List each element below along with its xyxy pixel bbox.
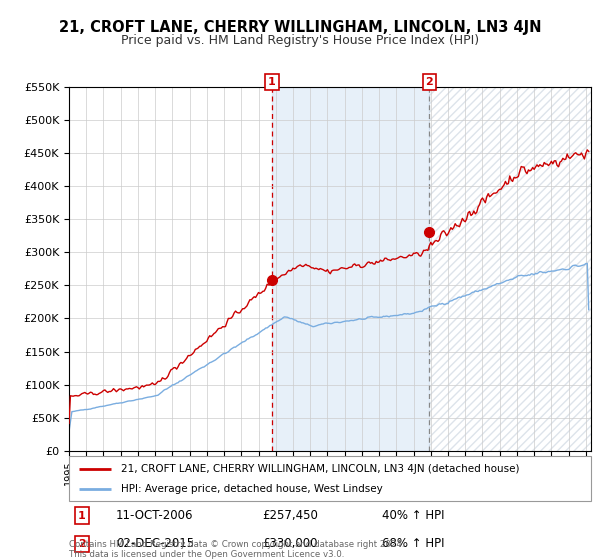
Bar (272, 87, 430, 451)
FancyBboxPatch shape (69, 456, 591, 501)
Text: 40% ↑ HPI: 40% ↑ HPI (382, 509, 445, 522)
Text: 11-OCT-2006: 11-OCT-2006 (116, 509, 193, 522)
Text: 2: 2 (78, 539, 86, 549)
Text: Contains HM Land Registry data © Crown copyright and database right 2024.
This d: Contains HM Land Registry data © Crown c… (69, 540, 404, 559)
Text: 21, CROFT LANE, CHERRY WILLINGHAM, LINCOLN, LN3 4JN (detached house): 21, CROFT LANE, CHERRY WILLINGHAM, LINCO… (121, 464, 520, 474)
Text: 68% ↑ HPI: 68% ↑ HPI (382, 538, 445, 550)
Bar (430, 87, 591, 451)
Text: HPI: Average price, detached house, West Lindsey: HPI: Average price, detached house, West… (121, 484, 383, 494)
Text: 21, CROFT LANE, CHERRY WILLINGHAM, LINCOLN, LN3 4JN: 21, CROFT LANE, CHERRY WILLINGHAM, LINCO… (59, 20, 541, 35)
Text: 2: 2 (425, 77, 433, 87)
Bar (430, 87, 591, 451)
Text: £257,450: £257,450 (262, 509, 318, 522)
Text: 02-DEC-2015: 02-DEC-2015 (116, 538, 194, 550)
Text: Price paid vs. HM Land Registry's House Price Index (HPI): Price paid vs. HM Land Registry's House … (121, 34, 479, 46)
Text: £330,000: £330,000 (262, 538, 317, 550)
Text: 1: 1 (268, 77, 276, 87)
Text: 1: 1 (78, 511, 86, 521)
